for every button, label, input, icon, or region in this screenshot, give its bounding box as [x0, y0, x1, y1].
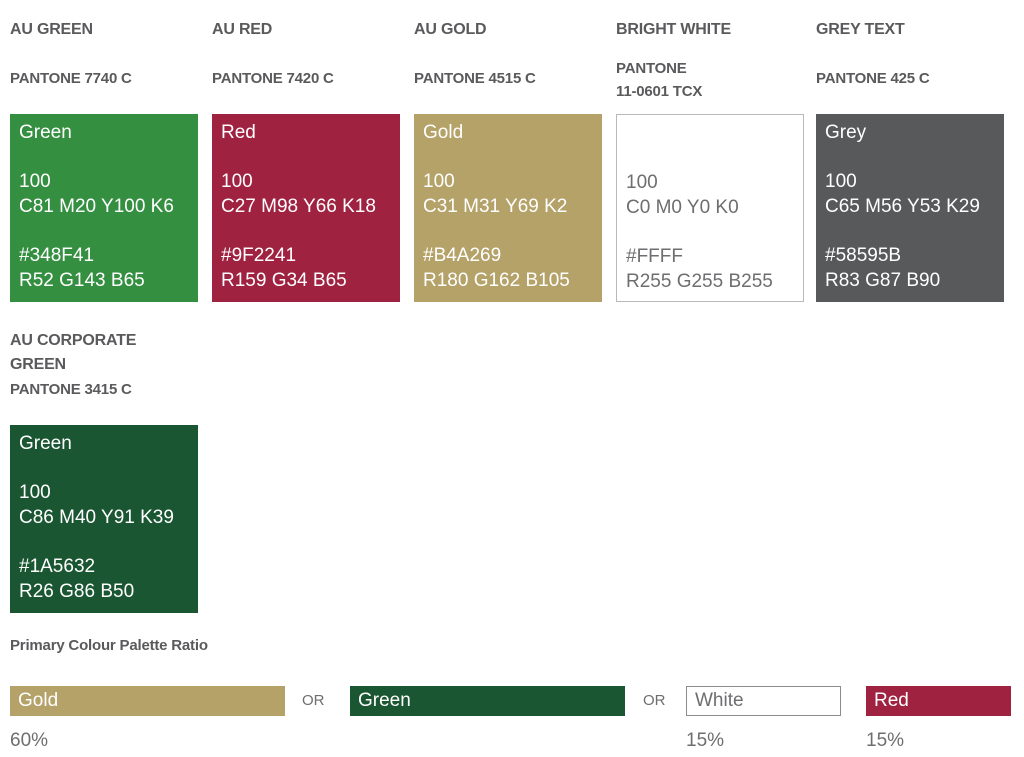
- color-swatch-gold: Gold 100 C31 M31 Y69 K2 #B4A269 R180 G16…: [414, 114, 602, 302]
- ratio-bar-green: Green: [350, 686, 625, 716]
- swatch-tint: 100: [423, 171, 455, 193]
- pantone-code-number: 11-0601 TCX: [616, 83, 703, 100]
- swatch-rgb: R83 G87 B90: [825, 269, 941, 291]
- swatch-cmyk: C27 M98 Y66 K18: [221, 195, 376, 217]
- swatch-rgb: R52 G143 B65: [19, 269, 145, 291]
- swatch-name: [626, 122, 794, 147]
- swatch-name: Red: [221, 122, 256, 143]
- color-heading: AU CORPORATE: [10, 332, 137, 349]
- ratio-bar-label: White: [695, 690, 744, 711]
- color-heading-line2: GREEN: [10, 356, 66, 373]
- swatch-tint: 100: [825, 171, 857, 193]
- swatch-name: Green: [19, 433, 72, 454]
- ratio-bar-label: Green: [358, 690, 411, 711]
- swatch-name: Grey: [825, 122, 867, 143]
- color-swatch-red: Red 100 C27 M98 Y66 K18 #9F2241 R159 G34…: [212, 114, 400, 302]
- ratio-bar-label: Red: [874, 690, 909, 711]
- pantone-code: PANTONE 3415 C: [10, 381, 132, 398]
- swatch-hex: #1A5632: [19, 555, 96, 577]
- swatch-rgb: R255 G255 B255: [626, 270, 773, 292]
- swatch-tint: 100: [19, 482, 51, 504]
- swatch-hex: #B4A269: [423, 244, 502, 266]
- ratio-percent-red: 15%: [866, 730, 905, 751]
- swatch-name: Gold: [423, 122, 464, 143]
- swatch-rgb: R26 G86 B50: [19, 580, 135, 602]
- swatch-tint: 100: [19, 171, 51, 193]
- swatch-tint: 100: [626, 172, 658, 194]
- swatch-cmyk: C81 M20 Y100 K6: [19, 195, 174, 217]
- pantone-code: PANTONE 7740 C: [10, 70, 132, 87]
- swatch-cmyk: C0 M0 Y0 K0: [626, 196, 739, 218]
- pantone-code: PANTONE 4515 C: [414, 70, 536, 87]
- color-swatch-grey: Grey 100 C65 M56 Y53 K29 #58595B R83 G87…: [816, 114, 1004, 302]
- or-separator: OR: [643, 692, 666, 709]
- ratio-title: Primary Colour Palette Ratio: [10, 637, 208, 654]
- pantone-code: PANTONE 7420 C: [212, 70, 334, 87]
- color-heading: GREY TEXT: [816, 21, 905, 38]
- color-swatch-green: Green 100 C81 M20 Y100 K6 #348F41 R52 G1…: [10, 114, 198, 302]
- swatch-hex: #FFFF: [626, 245, 683, 267]
- pantone-code: PANTONE: [616, 60, 687, 77]
- swatch-cmyk: C31 M31 Y69 K2: [423, 195, 568, 217]
- swatch-hex: #9F2241: [221, 244, 297, 266]
- color-heading: AU GOLD: [414, 21, 487, 38]
- color-heading: BRIGHT WHITE: [616, 21, 731, 38]
- swatch-hex: #348F41: [19, 244, 95, 266]
- swatch-name: Green: [19, 122, 72, 143]
- swatch-rgb: R180 G162 B105: [423, 269, 570, 291]
- swatch-tint: 100: [221, 171, 253, 193]
- color-heading: AU GREEN: [10, 21, 93, 38]
- swatch-rgb: R159 G34 B65: [221, 269, 347, 291]
- ratio-bar-gold: Gold: [10, 686, 285, 716]
- ratio-bar-label: Gold: [18, 690, 59, 711]
- or-separator: OR: [302, 692, 325, 709]
- ratio-bar-red: Red: [866, 686, 1011, 716]
- color-swatch-white: 100 C0 M0 Y0 K0 #FFFF R255 G255 B255: [616, 114, 804, 302]
- color-heading: AU RED: [212, 21, 273, 38]
- pantone-code: PANTONE 425 C: [816, 70, 930, 87]
- color-swatch-corporate-green: Green 100 C86 M40 Y91 K39 #1A5632 R26 G8…: [10, 425, 198, 613]
- swatch-cmyk: C65 M56 Y53 K29: [825, 195, 980, 217]
- ratio-bar-white: White: [686, 686, 841, 716]
- ratio-percent-gold: 60%: [10, 730, 49, 751]
- swatch-hex: #58595B: [825, 244, 902, 266]
- swatch-cmyk: C86 M40 Y91 K39: [19, 506, 174, 528]
- ratio-percent-white: 15%: [686, 730, 725, 751]
